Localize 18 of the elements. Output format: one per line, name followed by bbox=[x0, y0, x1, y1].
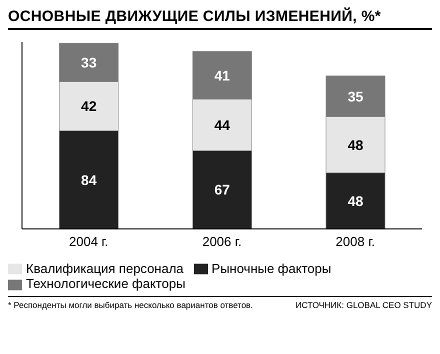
data-label: 33 bbox=[81, 54, 97, 70]
data-label: 41 bbox=[214, 67, 230, 84]
legend-label: Технологические факторы bbox=[26, 276, 186, 292]
data-label: 48 bbox=[348, 136, 364, 153]
text: ИСТОЧНИК: GLOBAL CEO STUDY bbox=[296, 300, 432, 310]
x-tick-label: 2008 г. bbox=[336, 234, 375, 250]
text: * Респонденты могли выбирать несколько вариантов ответов. bbox=[8, 300, 253, 310]
legend-label: Квалификация персонала bbox=[26, 260, 184, 276]
data-label: 84 bbox=[81, 172, 97, 188]
data-label: 42 bbox=[81, 98, 97, 114]
data-label: 48 bbox=[348, 192, 364, 209]
chart-title: ОСНОВНЫЕ ДВИЖУЩИЕ СИЛЫ ИЗМЕНЕНИЙ, %* bbox=[8, 8, 432, 30]
legend-label: Рыночные факторы bbox=[212, 260, 332, 276]
x-tick-label: 2006 г. bbox=[202, 234, 242, 250]
data-label: 35 bbox=[348, 88, 364, 104]
data-label: 67 bbox=[214, 182, 230, 198]
data-label: 44 bbox=[214, 116, 230, 133]
x-tick-label: 2004 г. bbox=[69, 234, 108, 250]
